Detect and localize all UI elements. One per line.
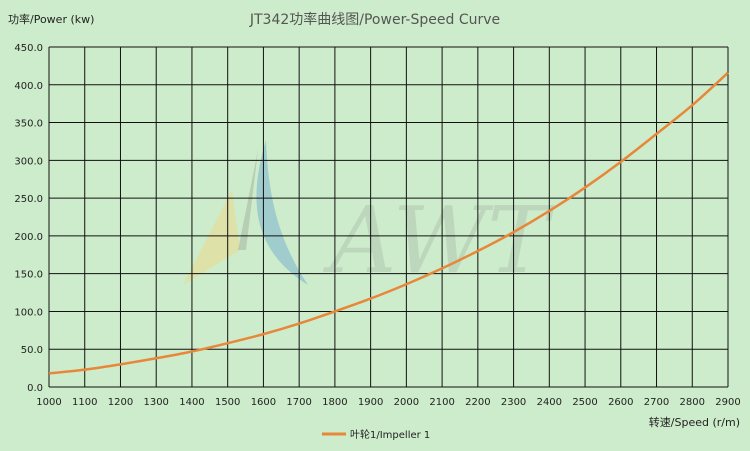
y-tick-400.0: 400.0 (14, 81, 43, 92)
x-tick-1100: 1100 (72, 397, 97, 408)
y-tick-250.0: 250.0 (14, 194, 43, 205)
legend: 叶轮1/Impeller 1 (322, 428, 430, 441)
y-tick-450.0: 450.0 (14, 43, 43, 54)
y-tick-100.0: 100.0 (14, 307, 43, 318)
awt-logo-watermark: AWT (183, 140, 554, 294)
x-tick-1900: 1900 (358, 397, 383, 408)
chart-title: JT342功率曲线图/Power-Speed Curve (249, 11, 500, 28)
x-tick-labels: 1000 1100 1200 1300 1400 1500 1600 1700 1800 1900… (36, 397, 740, 408)
x-tick-2000: 2000 (394, 397, 419, 408)
x-axis-title: 转速/Speed (r/m) (649, 415, 740, 429)
y-tick-300.0: 300.0 (14, 156, 43, 167)
series-line-1 (48, 71, 729, 375)
x-tick-2900: 2900 (715, 397, 740, 408)
y-tick-labels: 0.0 50.0 100.0 150.0 200.0 250.0 300.0 350.0 400… (14, 43, 43, 394)
y-axis-title: 功率/Power (kw) (8, 12, 94, 26)
x-tick-2600: 2600 (608, 397, 633, 408)
y-tick-350.0: 350.0 (14, 119, 43, 130)
logo-gray-stroke (238, 150, 258, 250)
legend-label-impeller-1: 叶轮1/Impeller 1 (350, 428, 430, 441)
grid (48, 46, 729, 388)
x-tick-2700: 2700 (644, 397, 669, 408)
x-tick-1700: 1700 (286, 397, 311, 408)
x-tick-1400: 1400 (179, 397, 204, 408)
x-tick-1200: 1200 (108, 397, 133, 408)
x-tick-2300: 2300 (501, 397, 526, 408)
y-tick-200.0: 200.0 (14, 232, 43, 243)
logo-wordmark: AWT (322, 187, 554, 294)
x-tick-2100: 2100 (429, 397, 454, 408)
x-tick-2500: 2500 (572, 397, 597, 408)
x-tick-1000: 1000 (36, 397, 61, 408)
x-tick-1500: 1500 (215, 397, 240, 408)
y-tick-150.0: 150.0 (14, 270, 43, 281)
x-tick-2800: 2800 (680, 397, 705, 408)
x-tick-2200: 2200 (465, 397, 490, 408)
x-tick-1600: 1600 (251, 397, 276, 408)
x-tick-2400: 2400 (537, 397, 562, 408)
y-tick-50.0: 50.0 (21, 345, 43, 356)
logo-yellow-sail (183, 190, 240, 285)
x-tick-1300: 1300 (143, 397, 168, 408)
x-tick-1800: 1800 (322, 397, 347, 408)
series-lines (48, 71, 729, 375)
y-tick-0.0: 0.0 (27, 383, 43, 394)
logo-blue-sail (256, 140, 308, 285)
